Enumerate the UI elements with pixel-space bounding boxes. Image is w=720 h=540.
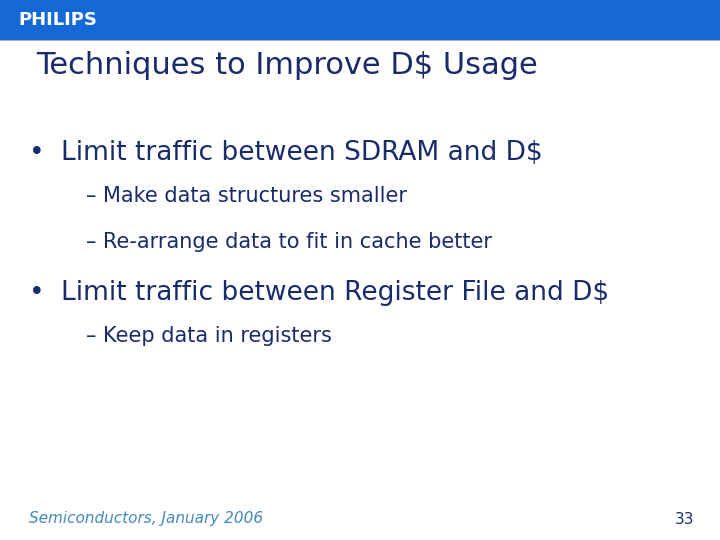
Bar <box>0 0 720 40</box>
Text: Limit traffic between SDRAM and D$: Limit traffic between SDRAM and D$ <box>61 140 543 166</box>
Text: Techniques to Improve D$ Usage: Techniques to Improve D$ Usage <box>36 51 538 80</box>
Text: 33: 33 <box>675 511 695 526</box>
Text: Semiconductors, January 2006: Semiconductors, January 2006 <box>29 511 263 526</box>
Text: – Re-arrange data to fit in cache better: – Re-arrange data to fit in cache better <box>86 232 492 252</box>
Text: PHILIPS: PHILIPS <box>18 11 97 29</box>
Text: •: • <box>29 280 45 306</box>
Text: – Keep data in registers: – Keep data in registers <box>86 326 332 346</box>
Text: Limit traffic between Register File and D$: Limit traffic between Register File and … <box>61 280 609 306</box>
Text: – Make data structures smaller: – Make data structures smaller <box>86 186 408 206</box>
Text: •: • <box>29 140 45 166</box>
